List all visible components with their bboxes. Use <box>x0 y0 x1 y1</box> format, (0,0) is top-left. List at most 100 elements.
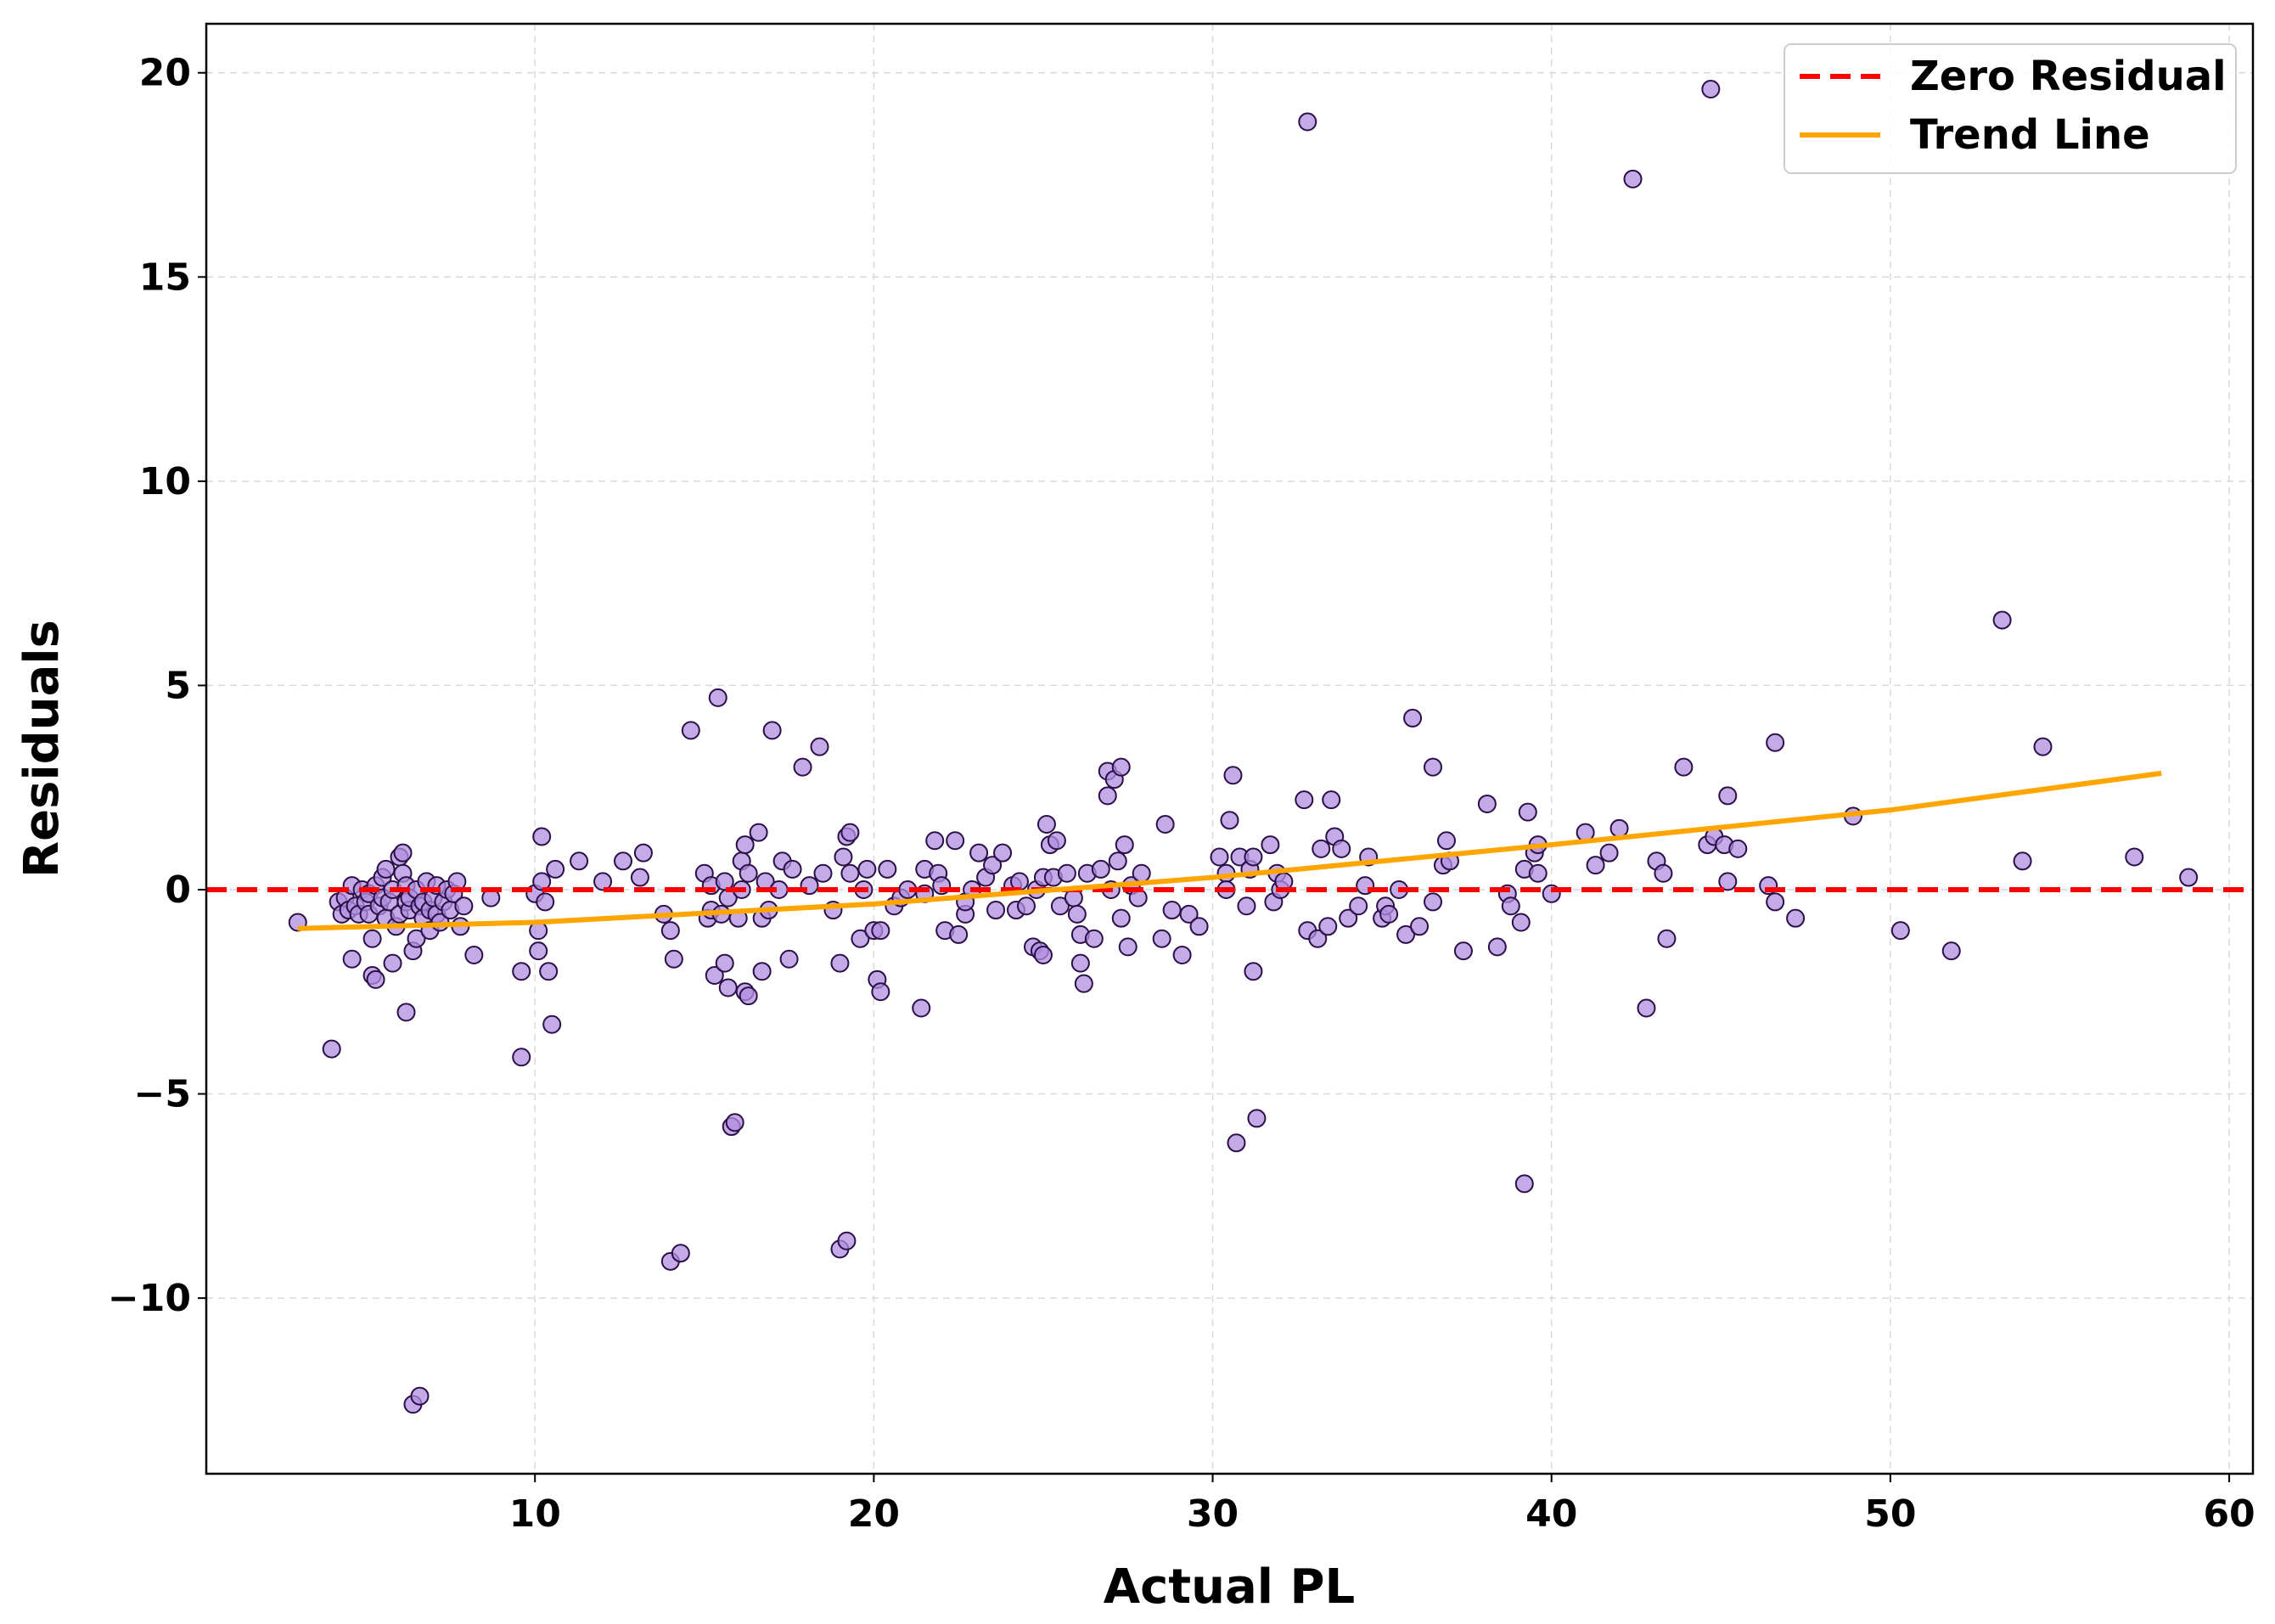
scatter-point <box>912 998 931 1018</box>
scatter-point <box>366 969 385 989</box>
scatter-point <box>1189 917 1209 936</box>
scatter-point <box>532 827 552 846</box>
scatter-point <box>1477 794 1497 813</box>
scatter-point <box>708 688 727 707</box>
scatter-point <box>1118 937 1138 957</box>
scatter-point <box>1244 962 1263 981</box>
scatter-point <box>1227 1133 1246 1153</box>
scatter-point <box>834 847 853 867</box>
scatter-point <box>529 941 548 961</box>
scatter-point <box>1057 863 1076 883</box>
scatter-point <box>1244 847 1263 867</box>
x-axis-label: Actual PL <box>1104 1559 1355 1615</box>
legend-zero-residual-label: Zero Residual <box>1910 53 2227 100</box>
scatter-point <box>718 978 738 997</box>
y-tick-label: 20 <box>139 52 191 95</box>
scatter-point <box>1111 908 1131 928</box>
legend-trend-line-label: Trend Line <box>1910 111 2150 159</box>
scatter-point <box>715 953 734 973</box>
legend-box <box>1783 43 2237 174</box>
scatter-point <box>1528 863 1548 883</box>
axis-ticks: 10 20 30 40 50 60 −10 −5 0 5 10 15 20 <box>108 52 2255 1536</box>
scatter-point <box>1637 998 1656 1018</box>
scatter-point <box>946 831 965 851</box>
scatter-point <box>1586 856 1605 875</box>
scatter-point <box>1599 843 1619 863</box>
scatter-point <box>1410 917 1430 936</box>
y-tick-label: 0 <box>165 868 191 912</box>
scatter-point <box>1992 610 2012 630</box>
scatter-point <box>779 949 799 969</box>
scatter-point <box>393 843 413 863</box>
scatter-point <box>1487 937 1507 957</box>
scatter-point <box>1074 974 1093 993</box>
scatter-point <box>752 962 772 981</box>
scatter-point <box>857 859 877 879</box>
scatter-point <box>671 1244 690 1263</box>
scatter-point <box>464 945 484 964</box>
scatter-point <box>1674 757 1694 777</box>
scatter-point <box>1890 921 1910 941</box>
scatter-point <box>1623 169 1643 188</box>
scatter-point <box>1223 766 1243 785</box>
scatter-point <box>1050 896 1070 916</box>
scatter-point <box>1609 818 1629 838</box>
scatter-point <box>1786 908 1806 928</box>
scatter-point <box>1403 708 1423 728</box>
scatter-point <box>1349 896 1368 916</box>
scatter-point <box>1424 892 1443 912</box>
scatter-point <box>410 1386 430 1406</box>
scatter-point <box>1070 953 1090 973</box>
scatter-point <box>376 859 396 879</box>
scatter-point <box>993 843 1013 863</box>
y-tick-label: −5 <box>134 1073 191 1116</box>
trend-line <box>297 770 2162 931</box>
scatter-point <box>383 953 402 973</box>
scatter-point <box>1424 757 1443 777</box>
scatter-point <box>633 843 653 863</box>
scatter-point <box>830 953 850 973</box>
scatter-point <box>1155 815 1175 834</box>
y-tick-label: 10 <box>139 460 191 503</box>
scatter-point <box>322 1039 341 1059</box>
scatter-point <box>949 924 969 944</box>
plot-background <box>206 24 2253 1474</box>
scatter-point <box>2033 737 2053 756</box>
scatter-point <box>735 835 755 855</box>
scatter-point <box>983 856 1003 875</box>
scatter-point <box>1308 929 1328 948</box>
scatter-point <box>1067 904 1087 924</box>
scatter-point <box>1237 896 1256 916</box>
y-tick-label: −10 <box>108 1277 191 1320</box>
scatter-point <box>1016 896 1036 916</box>
scatter-point <box>1261 835 1280 855</box>
x-tick-label: 40 <box>1525 1492 1577 1536</box>
scatter-point <box>613 851 632 871</box>
scatter-point <box>454 896 474 916</box>
scatter-point <box>1098 786 1117 806</box>
scatter-point <box>1396 924 1416 944</box>
scatter-point <box>878 859 897 879</box>
scatter-point <box>1036 815 1056 834</box>
scatter-point <box>539 962 559 981</box>
scatter-point <box>749 823 768 842</box>
scatter-point <box>1172 945 1192 964</box>
scatter-point <box>1247 1109 1267 1128</box>
scatter-point <box>1453 941 1473 961</box>
scatter-point <box>1162 901 1182 920</box>
y-axis-label: Residuals <box>14 620 70 878</box>
legend: Zero Residual Trend Line <box>1783 43 2237 174</box>
scatter-point <box>546 859 565 879</box>
scatter-point <box>840 823 860 842</box>
scatter-point <box>2013 851 2032 871</box>
scatter-point <box>871 921 890 941</box>
scatter-point <box>1318 917 1338 936</box>
scatter-point <box>1728 839 1748 858</box>
scatter-point <box>837 1231 857 1250</box>
scatter-point <box>342 949 362 969</box>
scatter-point <box>2125 847 2144 867</box>
scatter-point <box>851 929 870 948</box>
scatter-point <box>512 1048 531 1067</box>
scatter-point <box>1220 811 1239 830</box>
